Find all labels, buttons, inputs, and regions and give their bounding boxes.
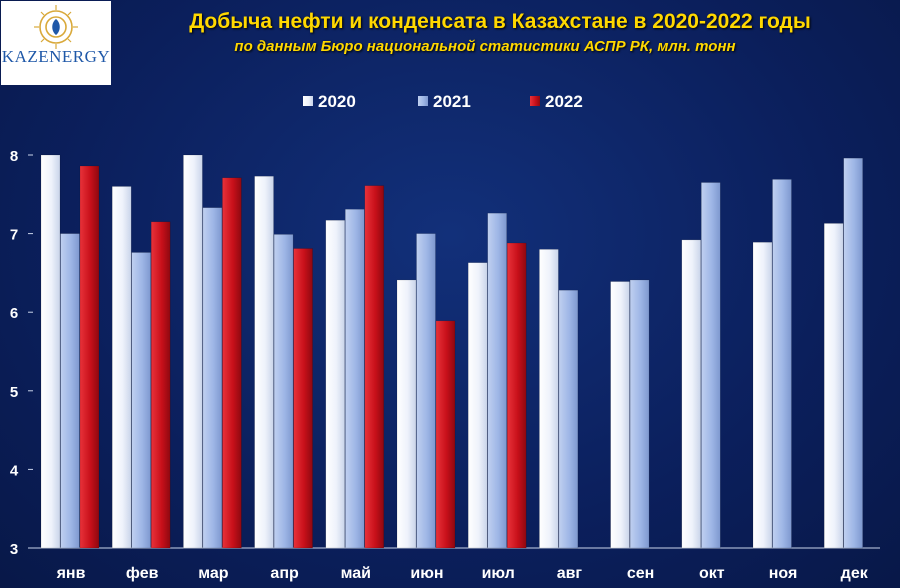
x-tick-label: апр — [270, 565, 299, 582]
x-tick-label: фев — [126, 565, 159, 582]
bar-2021-мар — [202, 207, 223, 549]
bar-2022-янв — [79, 165, 100, 549]
bar-2020-янв — [40, 154, 61, 549]
legend-swatch-2021 — [418, 96, 428, 106]
bar-2021-окт — [701, 182, 721, 549]
x-tick-label: май — [341, 565, 371, 582]
chart-title: Добыча нефти и конденсата в Казахстане в… — [189, 10, 811, 33]
bar-series — [40, 154, 863, 549]
bar-2020-дек — [823, 223, 844, 549]
y-tick-label: 8 — [10, 148, 18, 165]
legend-label-2021: 2021 — [433, 92, 471, 111]
bar-2022-июл — [506, 242, 527, 549]
legend-label-2022: 2022 — [545, 92, 583, 111]
y-axis: 3 4 5 6 7 8 — [10, 148, 33, 558]
kazenergy-emblem-icon — [34, 5, 78, 49]
bar-2020-фев — [111, 186, 132, 549]
bar-2020-май — [325, 219, 346, 549]
legend-label-2020: 2020 — [318, 92, 356, 111]
x-tick-label: ноя — [769, 565, 798, 582]
y-tick-label: 4 — [10, 462, 19, 479]
bar-2021-апр — [273, 234, 294, 549]
x-tick-label: июл — [482, 565, 515, 582]
x-tick-label: мар — [198, 565, 229, 582]
y-tick-label: 3 — [10, 541, 18, 558]
bar-2020-окт — [681, 239, 702, 549]
y-tick-label: 7 — [10, 227, 18, 244]
bar-2020-ноя — [752, 241, 773, 549]
bar-2021-авг — [558, 289, 579, 549]
bar-2020-июн — [396, 279, 417, 549]
x-tick-label: июн — [410, 565, 443, 582]
bar-2022-мар — [222, 177, 242, 549]
bar-2022-май — [364, 185, 385, 549]
bar-2021-ноя — [772, 179, 792, 549]
chart-subtitle: по данным Бюро национальной статистики А… — [234, 38, 736, 55]
x-tick-label: дек — [841, 565, 869, 582]
bar-2021-июл — [487, 212, 507, 549]
y-tick-label: 5 — [10, 384, 18, 401]
y-tick-label: 6 — [10, 305, 18, 322]
x-axis: янв фев мар апр май июн июл авг сен окт ноя дек — [56, 565, 869, 582]
bar-2021-фев — [131, 252, 151, 549]
bar-2021-янв — [60, 233, 80, 549]
bar-2021-июн — [416, 233, 436, 549]
bar-2020-сен — [610, 281, 630, 549]
legend-swatch-2022 — [530, 96, 540, 106]
bar-2021-сен — [629, 279, 650, 549]
bar-2021-май — [345, 208, 365, 549]
chart-legend: 2020 2021 2022 — [303, 92, 583, 111]
x-tick-label: окт — [699, 565, 725, 582]
bar-2020-апр — [254, 175, 274, 549]
legend-swatch-2020 — [303, 96, 313, 106]
x-tick-label: авг — [557, 565, 583, 582]
bar-2022-июн — [435, 320, 456, 549]
bar-2020-июл — [467, 262, 488, 549]
x-tick-label: сен — [627, 565, 654, 582]
kazenergy-logo-text: KAZENERGY — [1, 47, 111, 66]
x-tick-label: янв — [56, 565, 86, 582]
bar-2020-мар — [183, 154, 203, 549]
bar-2022-фев — [150, 221, 171, 549]
kazenergy-logo: KAZENERGY — [1, 1, 111, 85]
bar-2022-апр — [293, 248, 313, 549]
bar-2021-дек — [843, 157, 863, 549]
bar-2020-авг — [539, 249, 559, 549]
